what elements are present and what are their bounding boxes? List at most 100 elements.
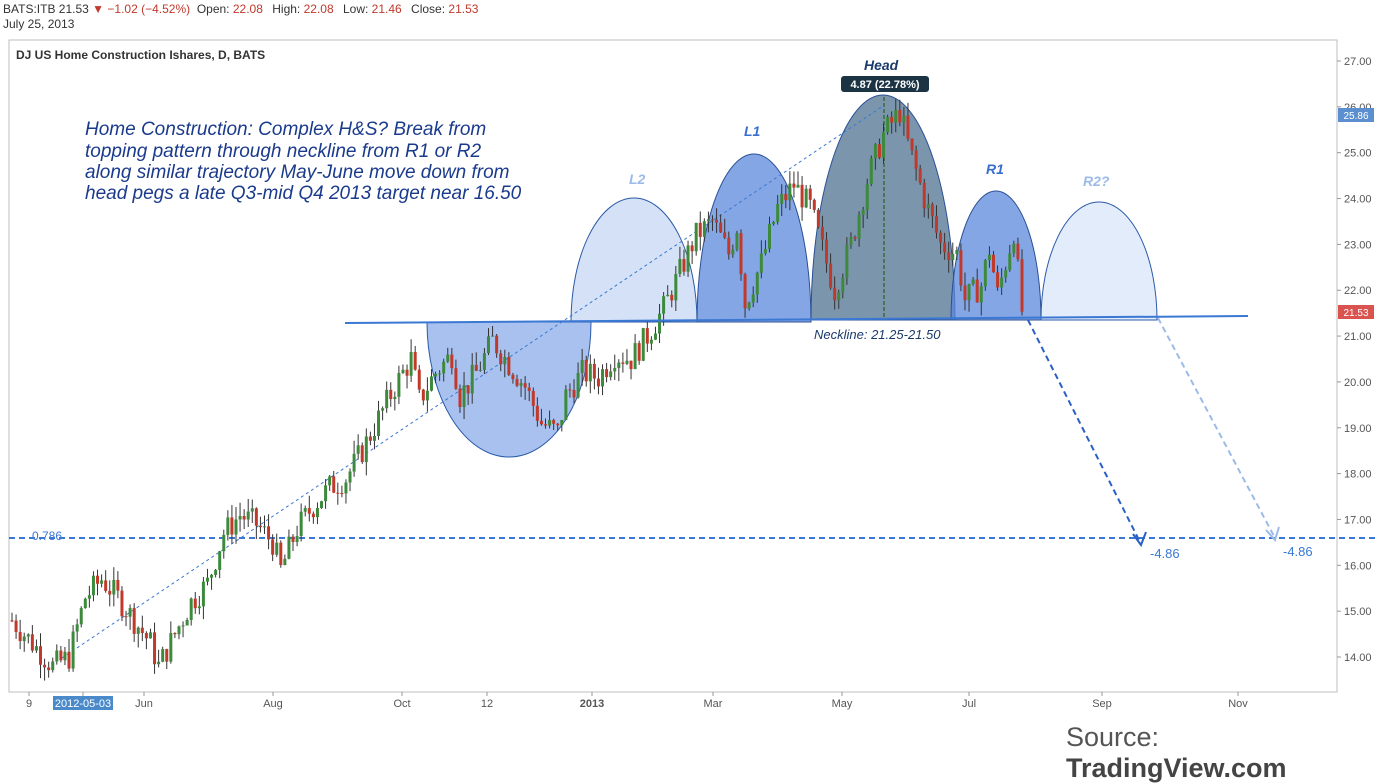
candle-body <box>723 232 727 238</box>
x-tick-label: 2013 <box>580 698 604 710</box>
candle-body <box>572 390 576 398</box>
candle-body <box>772 221 776 224</box>
last-price-tag-bg <box>1338 305 1374 319</box>
chart-canvas[interactable]: 14.00 15.00 16.00 17.00 18.00 19.00 20.00 21.00… <box>0 0 1376 764</box>
candle-body <box>670 294 674 301</box>
candle-body <box>825 239 829 264</box>
candle-body <box>140 627 144 633</box>
candle-body <box>499 353 503 365</box>
fib-label: 0.786 <box>32 529 62 543</box>
candle-body <box>413 352 417 370</box>
y-tick-label: 21.00 <box>1344 331 1372 343</box>
candle-body <box>148 632 152 639</box>
candle-body <box>633 343 637 370</box>
candle-body <box>307 508 311 514</box>
projection-arrow-r2 <box>1265 526 1280 542</box>
candle-body <box>344 482 348 494</box>
high-tag-bg <box>1338 108 1374 122</box>
candle-body <box>201 581 205 607</box>
candle-body <box>625 360 629 364</box>
y-tick-label: 15.00 <box>1344 606 1372 618</box>
candle-body <box>816 209 820 227</box>
candle-body <box>877 144 881 158</box>
candle-body <box>719 222 723 233</box>
candle-body <box>739 233 743 275</box>
high-value: 22.08 <box>303 2 334 16</box>
candle-body <box>755 272 759 295</box>
x-tick-label: Aug <box>263 698 283 710</box>
candle-body <box>368 436 372 441</box>
candle-body <box>429 376 433 391</box>
candle-body <box>596 378 600 387</box>
y-tick-label: 20.00 <box>1344 377 1372 389</box>
candle-body <box>153 632 157 665</box>
candle-body <box>214 569 218 575</box>
candle-body <box>910 138 914 151</box>
candle-body <box>1020 259 1024 312</box>
candle-body <box>30 634 34 651</box>
candle-body <box>18 631 22 642</box>
candle-body <box>796 184 800 188</box>
candle-body <box>658 313 662 334</box>
candle-body <box>951 253 955 260</box>
y-axis: 14.00 15.00 16.00 17.00 18.00 19.00 20.00 21.00… <box>1337 56 1372 664</box>
candle-body <box>478 369 482 371</box>
candle-body <box>210 574 214 578</box>
candle-body <box>1000 277 1004 288</box>
candle-body <box>104 580 108 591</box>
high-label: High: <box>272 2 301 16</box>
source-prefix: Source: <box>1066 722 1160 752</box>
candle-body <box>682 259 686 272</box>
candle-body <box>584 359 588 382</box>
candle-body <box>930 204 934 217</box>
candle-body <box>47 667 51 671</box>
candle-body <box>263 526 266 528</box>
candle-body <box>495 335 499 354</box>
candle-body <box>666 294 670 297</box>
candle-body <box>544 424 548 426</box>
candle-body <box>169 633 173 662</box>
candle-body <box>311 513 315 518</box>
candle-body <box>51 661 55 671</box>
candle-body <box>548 420 552 426</box>
candle-body <box>91 575 95 596</box>
candle-body <box>759 253 763 273</box>
candle-body <box>287 536 291 559</box>
candle-body <box>189 598 193 621</box>
candle-body <box>776 203 780 222</box>
candle-body <box>507 356 511 375</box>
candle-body <box>385 389 389 409</box>
candle-body <box>230 517 234 535</box>
x-tick-label: 9 <box>26 698 32 710</box>
candle-body <box>470 364 474 394</box>
candle-body <box>991 254 995 273</box>
candle-body <box>963 285 967 301</box>
candle-body <box>83 598 87 609</box>
candle-body <box>246 511 250 520</box>
candle-body <box>136 627 140 634</box>
candle-body <box>59 650 63 661</box>
x-tick-label: Jul <box>962 698 976 710</box>
candle-body <box>124 616 128 618</box>
x-tick-label: Mar <box>704 698 723 710</box>
open-value: 22.08 <box>232 2 263 16</box>
candle-body <box>197 606 201 609</box>
candle-body <box>869 158 873 185</box>
candle-body <box>356 445 360 454</box>
candle-body <box>576 372 580 398</box>
symbol-name: BATS:ITB <box>3 2 56 16</box>
candle-body <box>515 379 519 386</box>
candle-body <box>674 273 678 301</box>
candle-body <box>914 150 918 169</box>
candle-body <box>519 383 523 386</box>
candle-body <box>364 436 368 463</box>
low-value: 21.46 <box>371 2 402 16</box>
candle-body <box>592 363 596 379</box>
candle-body <box>715 219 719 223</box>
candle-body <box>918 168 922 183</box>
y-tick-label: 27.00 <box>1344 56 1372 68</box>
candle-body <box>438 373 442 375</box>
candle-body <box>788 183 792 201</box>
candle-body <box>552 420 556 424</box>
candle-body <box>837 292 841 301</box>
